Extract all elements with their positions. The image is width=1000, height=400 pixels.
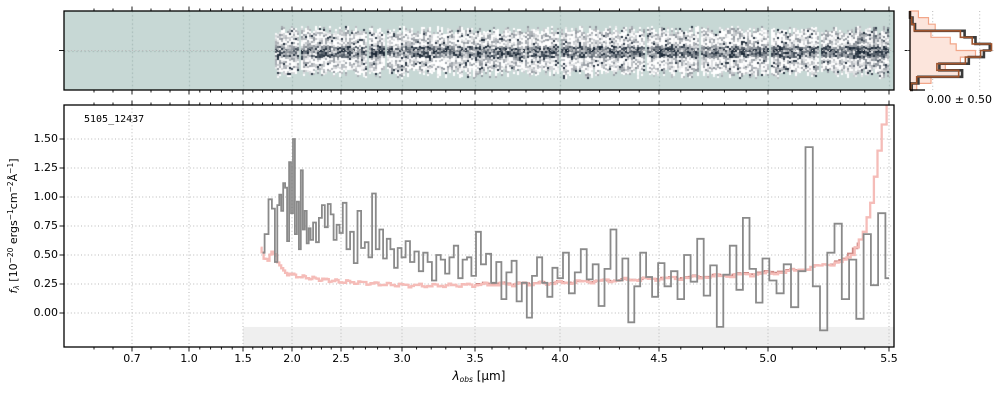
- x-tick-label: 3.0: [393, 352, 411, 365]
- hist-filled: [909, 10, 977, 91]
- x-axis-label: λobs [μm]: [452, 369, 506, 384]
- axis-ticks: [59, 6, 910, 352]
- x-tick-label: 5.0: [759, 352, 777, 365]
- x-tick-label: 2.0: [283, 352, 301, 365]
- x-tick-label: 0.7: [123, 352, 141, 365]
- object-id-label: 5105_12437: [84, 114, 145, 125]
- main-plot-spine: [63, 104, 895, 348]
- 2d-panel-spine: [63, 10, 895, 91]
- x-tick-label: 5.5: [880, 352, 898, 365]
- x-tick-label: 4.5: [650, 352, 668, 365]
- y-tick-label: 1.50: [33, 132, 59, 145]
- y-tick-label: 1.25: [33, 161, 59, 174]
- x-tick-label: 1.0: [180, 352, 198, 365]
- y-tick-label: 0.25: [33, 277, 59, 290]
- y-tick-label: 0.50: [33, 248, 59, 261]
- y-axis-label: fλ [10−20 ergs−1cm−2Å−1]: [6, 158, 21, 294]
- model-pink-line: [260, 105, 888, 289]
- y-tick-label: 0.75: [33, 219, 59, 232]
- y-tick-label: 0.00: [33, 306, 59, 319]
- x-tick-label: 4.0: [551, 352, 569, 365]
- observed-spectrum-line: [262, 138, 889, 332]
- histogram-stats-label: 0.00 ± 0.50: [926, 93, 992, 106]
- x-tick-label: 2.5: [332, 352, 350, 365]
- coverage-shade-band: [243, 326, 894, 346]
- x-tick-label: 3.5: [466, 352, 484, 365]
- x-tick-label: 1.5: [234, 352, 252, 365]
- hist-sienna: [909, 11, 993, 91]
- y-tick-label: 1.00: [33, 190, 59, 203]
